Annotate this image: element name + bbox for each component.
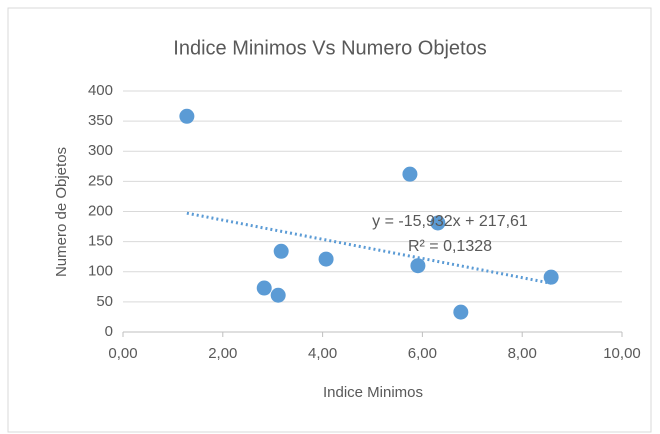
point [410,258,426,274]
point [318,251,334,267]
x-tick-label: 0,00 [108,345,137,362]
y-tick-label: 300 [88,142,113,159]
y-tick-label: 200 [88,202,113,219]
y-axis-label: Numero de Objetos [53,147,70,277]
y-tick-label: 350 [88,112,113,129]
point [256,280,272,296]
x-tick-label: 8,00 [508,345,537,362]
y-tick-label: 250 [88,172,113,189]
trendline-equation: y = -15,932x + 217,61 [372,213,528,230]
point [543,269,559,285]
x-tick-label: 10,00 [603,345,641,362]
x-axis-label: Indice Minimos [323,384,423,401]
y-tick-label: 0 [105,323,113,340]
x-tick-label: 6,00 [408,345,437,362]
y-tick-label: 400 [88,82,113,99]
chart-title: Indice Minimos Vs Numero Objetos [173,37,486,59]
point [453,304,469,320]
point [179,108,195,124]
y-tick-label: 100 [88,263,113,280]
trendline [186,211,552,285]
y-tick-label: 150 [88,233,113,250]
x-tick-label: 2,00 [208,345,237,362]
point [270,287,286,303]
x-tick-label: 4,00 [308,345,337,362]
point [402,166,418,182]
y-tick-label: 50 [96,293,113,310]
point [430,215,446,231]
chart-border [7,7,652,433]
point [273,243,289,259]
trendline-r2: R² = 0,1328 [408,238,492,255]
